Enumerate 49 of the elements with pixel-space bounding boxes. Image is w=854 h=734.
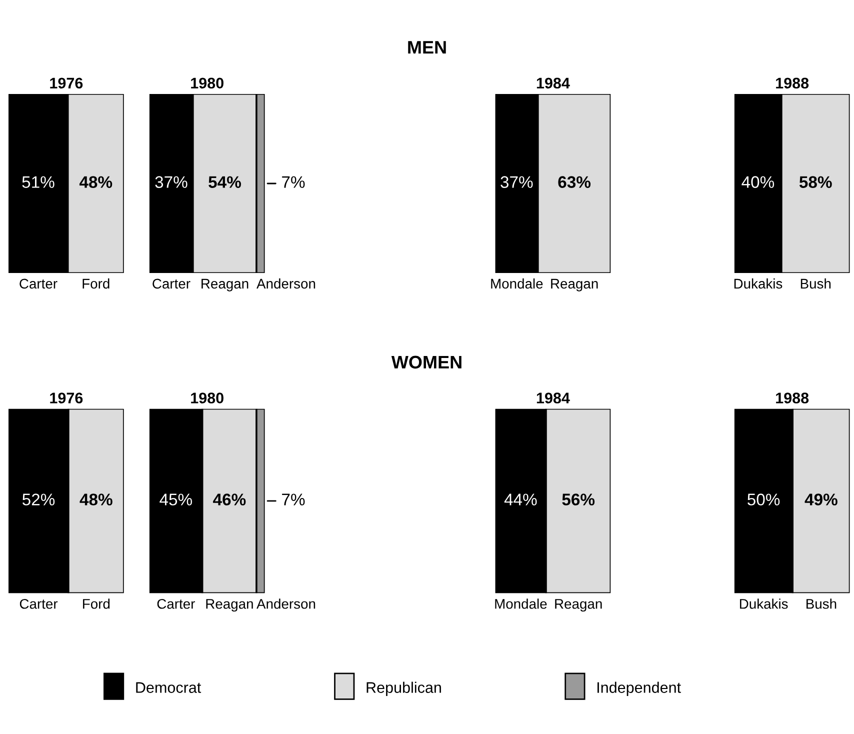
series-label: Reagan [555, 599, 602, 612]
series-label: Ford [82, 278, 110, 289]
data-label: 37% [500, 176, 533, 188]
series-label: Mondale [495, 598, 547, 609]
series-label: Reagan [551, 278, 598, 292]
chart-title: 1976 [50, 392, 83, 404]
chart-title: 1984 [536, 78, 570, 89]
series-label: Reagan [206, 599, 253, 612]
data-label: 54% [208, 176, 241, 188]
series-label: Reagan [202, 278, 248, 292]
chart-title: 1988 [776, 78, 809, 89]
data-label: 51% [22, 176, 54, 188]
series-label: Ford [83, 598, 110, 609]
chart-title: 1984 [536, 392, 570, 404]
data-label: 48% [80, 494, 112, 506]
data-label: 49% [804, 494, 838, 506]
chart-title: 1976 [50, 78, 83, 89]
series-label: Carter [20, 278, 58, 289]
data-label: 45% [160, 494, 192, 506]
series-label: Mondale [491, 278, 543, 289]
series-label: Dukakis [740, 598, 788, 609]
chart-title: 1980 [191, 392, 224, 404]
series-label: Dukakis [734, 278, 782, 289]
data-label: 40% [742, 176, 774, 188]
data-label: 44% [504, 494, 537, 506]
series-label: Anderson [256, 278, 316, 289]
series-label: Carter [20, 598, 58, 609]
data-label: 48% [79, 176, 112, 188]
series-label: Bush [806, 598, 836, 609]
category-label: Republican [366, 682, 441, 696]
data-label: 7% [282, 176, 305, 188]
category-label: Democrat [136, 682, 202, 693]
data-label: 46% [213, 494, 246, 506]
text: WOMEN [391, 356, 462, 369]
chart-title: 1980 [191, 78, 224, 89]
data-label: 56% [562, 494, 595, 506]
series-label: Carter [157, 598, 195, 609]
series-label: Bush [800, 278, 831, 289]
series-label: Carter [152, 278, 190, 289]
data-label: 37% [155, 176, 188, 188]
data-label: 63% [558, 176, 591, 188]
category-label: Independent [598, 682, 681, 696]
text: MEN [408, 41, 446, 54]
data-label: 52% [22, 494, 55, 506]
data-label: 7% [282, 494, 305, 506]
series-label: Anderson [256, 598, 316, 609]
data-label: 58% [799, 176, 832, 188]
chart-title: 1988 [776, 392, 809, 404]
data-label: 50% [748, 494, 780, 506]
